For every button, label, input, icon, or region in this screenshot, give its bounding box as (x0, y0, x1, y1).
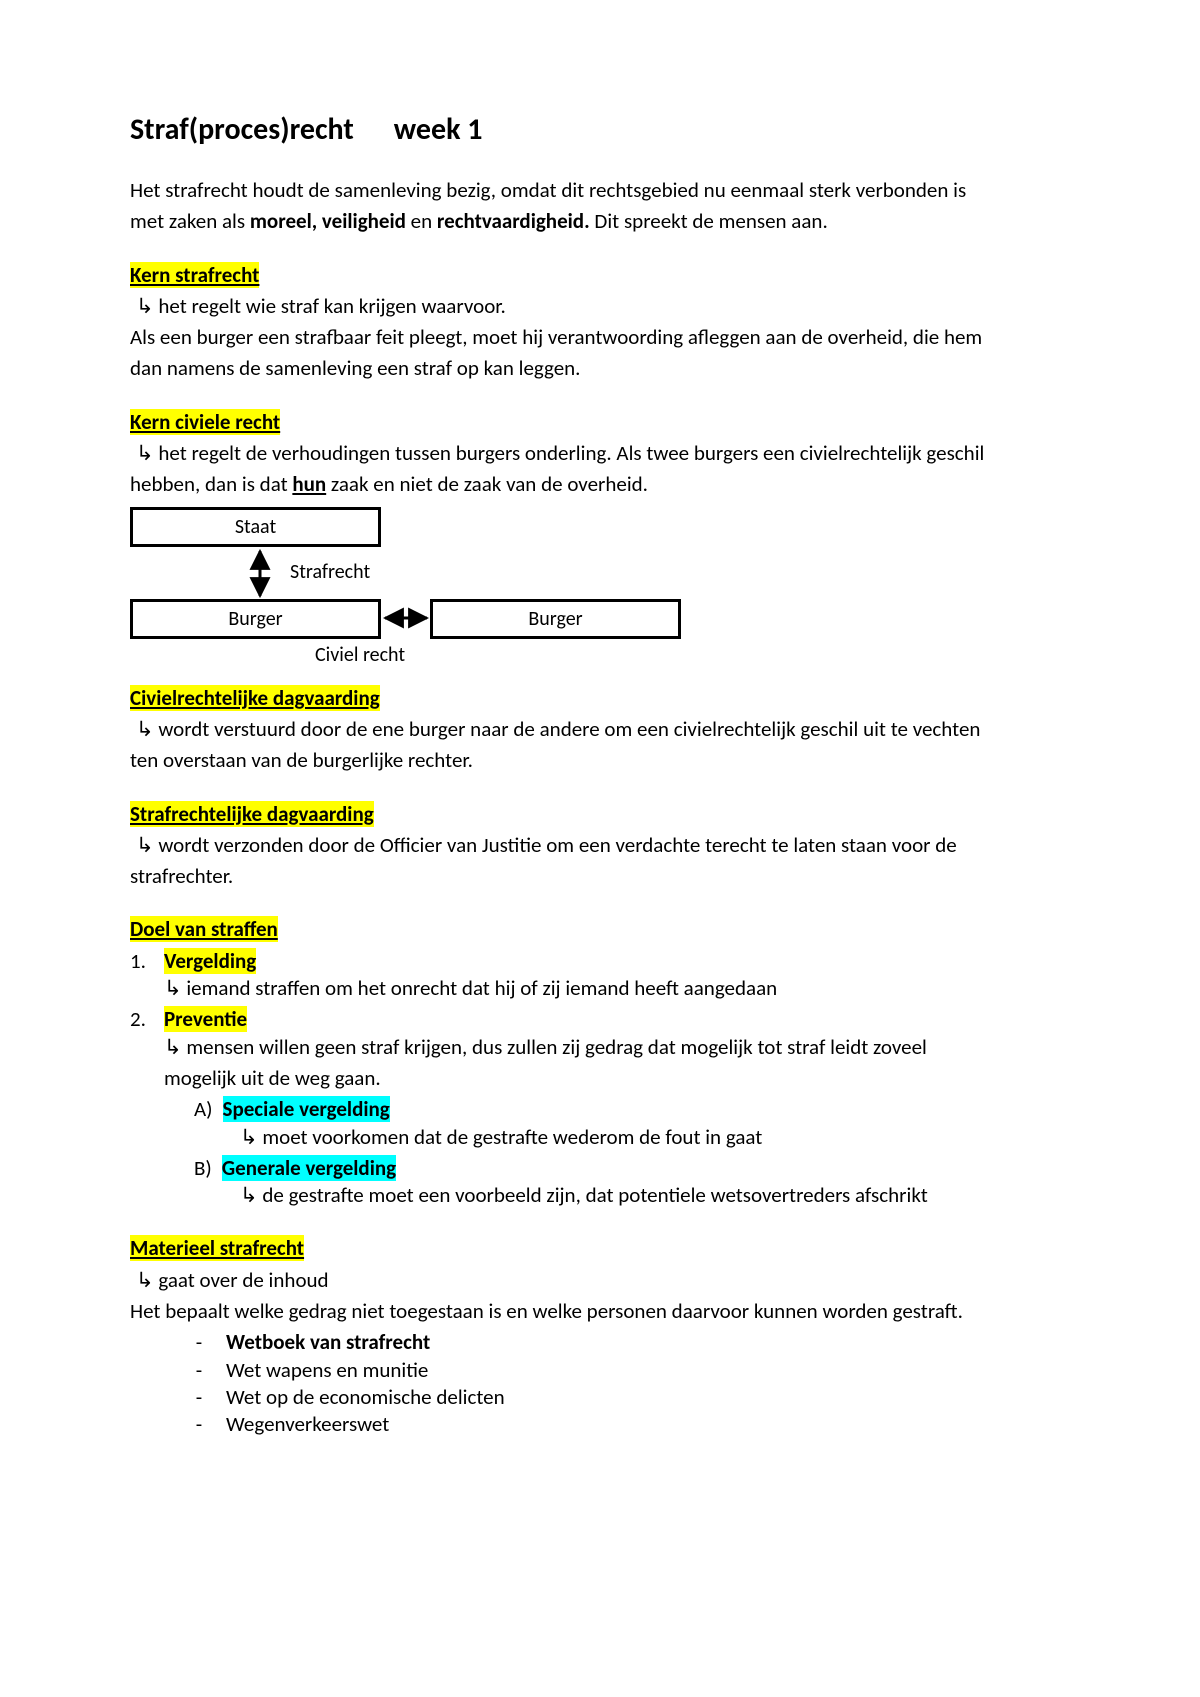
section-kern-strafrecht: Kern strafrecht het regelt wie straf kan… (130, 262, 1070, 383)
text: zaak en niet de zaak van de overheid. (326, 471, 648, 497)
intro-paragraph: Het strafrecht houdt de samenleving bezi… (130, 177, 1070, 236)
heading-doel-straffen: Doel van straffen (130, 916, 278, 942)
list-item-1: 1. Vergelding (130, 948, 1070, 975)
text-bold-underline: hun (292, 471, 326, 497)
sublist-label-generale: Generale vergelding (222, 1155, 396, 1181)
section-kern-civiel: Kern civiele recht het regelt de verhoud… (130, 409, 1070, 499)
section-civiel-dagvaarding: Civielrechtelijke dagvaarding wordt vers… (130, 685, 1070, 775)
dash-text-bold: Wetboek van strafrecht (226, 1329, 430, 1356)
dash-icon: - (194, 1357, 204, 1384)
arrow-line: gaat over de inhoud (130, 1267, 1070, 1294)
dash-icon: - (194, 1329, 204, 1356)
sublist-letter: A) (194, 1096, 213, 1123)
arrow-line: de gestrafte moet een voorbeeld zijn, da… (130, 1182, 1070, 1209)
dash-item: -Wegenverkeerswet (194, 1411, 1070, 1438)
diagram-arrows (130, 507, 690, 667)
text-line: Het bepaalt welke gedrag niet toegestaan… (130, 1298, 1070, 1325)
text-line: dan namens de samenleving een straf op k… (130, 355, 1070, 382)
document-page: Straf(proces)recht week 1 Het strafrecht … (0, 0, 1200, 1697)
heading-civiel-dagvaarding: Civielrechtelijke dagvaarding (130, 685, 380, 711)
arrow-line: mensen willen geen straf krijgen, dus zu… (130, 1034, 1070, 1061)
text-line: ten overstaan van de burgerlijke rechter… (130, 747, 1070, 774)
dash-icon: - (194, 1411, 204, 1438)
list-item-2: 2. Preventie (130, 1006, 1070, 1033)
intro-line1: Het strafrecht houdt de samenleving bezi… (130, 177, 1070, 204)
section-doel-straffen: Doel van straffen 1. Vergelding iemand s… (130, 916, 1070, 1209)
arrow-line: het regelt de verhoudingen tussen burger… (130, 440, 1070, 467)
sublist-item-a: A) Speciale vergelding (130, 1096, 1070, 1123)
dash-text: Wet op de economische delicten (226, 1384, 505, 1411)
intro-line2: met zaken als moreel, veiligheid en rech… (130, 208, 1070, 235)
title-part1: Straf(proces)recht (130, 111, 354, 148)
section-straf-dagvaarding: Strafrechtelijke dagvaarding wordt verzo… (130, 801, 1070, 891)
relation-diagram: Staat Burger Burger Strafrecht Civiel re… (130, 507, 660, 667)
dash-item: -Wet op de economische delicten (194, 1384, 1070, 1411)
list-label-preventie: Preventie (164, 1006, 247, 1032)
dash-list: -Wetboek van strafrecht -Wet wapens en m… (130, 1329, 1070, 1438)
arrow-line: iemand straffen om het onrecht dat hij o… (130, 975, 1070, 1002)
section-materieel: Materieel strafrecht gaat over de inhoud… (130, 1235, 1070, 1438)
text: met zaken als (130, 208, 250, 234)
sublist-item-b: B) Generale vergelding (130, 1155, 1070, 1182)
list-label-vergelding: Vergelding (164, 948, 256, 974)
text-bold: rechtvaardigheid. (437, 208, 590, 234)
text: hebben, dan is dat (130, 471, 292, 497)
text-line: mogelijk uit de weg gaan. (130, 1065, 1070, 1092)
dash-text: Wet wapens en munitie (226, 1357, 428, 1384)
text-line: hebben, dan is dat hun zaak en niet de z… (130, 471, 1070, 498)
arrow-line: wordt verstuurd door de ene burger naar … (130, 716, 1070, 743)
heading-materieel: Materieel strafrecht (130, 1235, 304, 1261)
text-line: Als een burger een strafbaar feit pleegt… (130, 324, 1070, 351)
heading-straf-dagvaarding: Strafrechtelijke dagvaarding (130, 801, 374, 827)
list-number: 2. (130, 1006, 150, 1033)
page-title: Straf(proces)recht week 1 (130, 110, 1070, 149)
dash-icon: - (194, 1384, 204, 1411)
sublist-letter: B) (194, 1155, 212, 1182)
text: Dit spreekt de mensen aan. (590, 208, 828, 234)
dash-item: -Wetboek van strafrecht (194, 1329, 1070, 1356)
arrow-line: moet voorkomen dat de gestrafte wederom … (130, 1124, 1070, 1151)
dash-text: Wegenverkeerswet (226, 1411, 389, 1438)
heading-kern-strafrecht: Kern strafrecht (130, 262, 259, 288)
text: en (406, 208, 437, 234)
arrow-line: het regelt wie straf kan krijgen waarvoo… (130, 293, 1070, 320)
arrow-line: wordt verzonden door de Officier van Jus… (130, 832, 1070, 859)
heading-kern-civiel: Kern civiele recht (130, 409, 280, 435)
text-bold: moreel, veiligheid (250, 208, 406, 234)
list-number: 1. (130, 948, 150, 975)
title-part2: week 1 (394, 111, 483, 148)
text-line: strafrechter. (130, 863, 1070, 890)
sublist-label-speciale: Speciale vergelding (223, 1096, 390, 1122)
dash-item: -Wet wapens en munitie (194, 1357, 1070, 1384)
